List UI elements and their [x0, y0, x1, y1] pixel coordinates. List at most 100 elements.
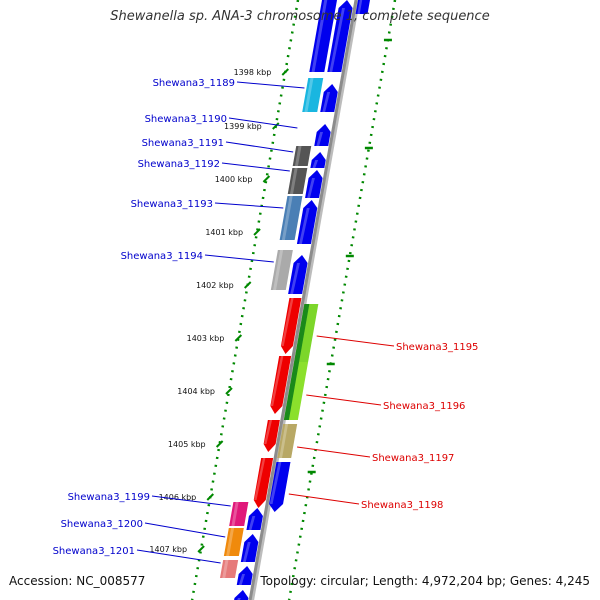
forward-gene-blue — [310, 152, 326, 168]
gene-Shewana3_1192-shine — [290, 168, 298, 194]
gene-leader-line — [306, 394, 382, 406]
gene-leader-line — [151, 495, 231, 507]
upper-right-gene-shine — [357, 0, 363, 14]
gene-Shewana3_1192 — [287, 168, 308, 194]
kbp-label: 1403 kbp — [187, 334, 225, 343]
kbp-tick — [253, 228, 261, 236]
gene-label-left: Shewana3_1200 — [61, 519, 143, 530]
kbp-label: 1407 kbp — [149, 545, 187, 554]
gene-leader-line — [144, 522, 226, 538]
kbp-tick — [206, 493, 214, 501]
gene-leader-line — [225, 141, 294, 153]
kbp-label: 1406 kbp — [159, 493, 197, 502]
accession-text: Accession: NC_008577 — [9, 574, 146, 588]
gene-Shewana3_1200 — [223, 528, 244, 556]
kbp-tick — [225, 387, 233, 395]
gene-Shewana3_1201-shine — [222, 560, 229, 578]
kbp-label: 1399 kbp — [224, 122, 262, 131]
gene-Shewana3_1189 — [302, 78, 324, 112]
gene-Shewana3_1200-shine — [226, 528, 235, 556]
forward-gene-blue-shine — [238, 574, 246, 585]
forward-gene-blue — [320, 84, 338, 112]
forward-gene-blue-shine — [312, 160, 319, 168]
gene-label-left: Shewana3_1192 — [138, 159, 220, 170]
kbp-label: 1401 kbp — [205, 228, 243, 237]
map-title: Shewanella sp. ANA-3 chromosome 1, compl… — [110, 9, 490, 24]
gene-Shewana3_1198-shine — [269, 462, 282, 504]
gene-label-left: Shewana3_1191 — [142, 138, 224, 149]
forward-gene-blue — [240, 534, 259, 562]
reverse-gene-red-shine — [264, 420, 273, 444]
kbp-label: 1404 kbp — [177, 387, 215, 396]
gene-leader-line — [221, 162, 290, 172]
kbp-tick — [281, 68, 289, 76]
reverse-gene-red-shine — [270, 356, 284, 406]
reverse-gene-red — [263, 420, 280, 452]
forward-gene-blue — [234, 590, 249, 600]
gene-Shewana3_1198 — [269, 462, 291, 512]
gene-label-left: Shewana3_1201 — [53, 546, 135, 557]
right-ruler — [287, 0, 397, 600]
forward-gene-blue-shine — [307, 178, 315, 198]
forward-gene-blue-shine — [248, 516, 256, 530]
gene-label-left: Shewana3_1194 — [121, 251, 203, 262]
forward-gene-blue-shine — [329, 8, 345, 72]
reverse-gene-red — [270, 356, 292, 414]
gene-leader-line — [136, 549, 221, 564]
gene-leader-line — [214, 202, 284, 209]
kbp-tick — [197, 545, 205, 553]
reverse-gene-red — [280, 298, 302, 354]
gene-Shewana3_1197 — [277, 424, 298, 458]
gene-Shewana3_1189-shine — [304, 78, 314, 112]
gene-Shewana3_1197-shine — [279, 424, 289, 458]
gene-Shewana3_1191 — [292, 146, 312, 166]
upper-left-gene-shine — [311, 0, 328, 72]
topology-text: Topology: circular; Length: 4,972,204 bp… — [260, 574, 590, 588]
gene-label-right: Shewana3_1195 — [396, 342, 478, 353]
reverse-gene-red — [253, 458, 274, 508]
gene-label-left: Shewana3_1190 — [145, 114, 227, 125]
forward-gene-blue — [246, 508, 263, 530]
gene-Shewana3_1201 — [219, 560, 239, 578]
forward-gene-blue — [305, 170, 323, 198]
gene-label-left: Shewana3_1193 — [131, 199, 213, 210]
backbone — [248, 0, 358, 600]
forward-gene-blue-shine — [290, 263, 300, 294]
gene-Shewana3_1194-shine — [273, 250, 284, 290]
kbp-tick — [262, 175, 271, 183]
gene-Shewana3_1196-dark — [283, 362, 300, 420]
reverse-gene-red-shine — [254, 458, 266, 500]
gene-label-right: Shewana3_1198 — [361, 500, 443, 511]
forward-gene-blue-shine — [316, 132, 324, 146]
kbp-label: 1405 kbp — [168, 440, 206, 449]
gene-leader-line — [228, 117, 298, 129]
gene-Shewana3_1193-shine — [281, 196, 293, 240]
gene-leader-line — [204, 254, 274, 263]
gene-leader-line — [297, 446, 371, 458]
forward-gene-blue — [314, 124, 331, 146]
gene-Shewana3_1199-shine — [231, 502, 239, 526]
gene-leader-line — [236, 81, 305, 89]
forward-gene-blue — [296, 200, 318, 244]
gene-leader-line — [316, 335, 395, 347]
gene-Shewana3_1194 — [270, 250, 293, 290]
kbp-tick — [234, 334, 243, 342]
forward-gene-blue-shine — [242, 542, 251, 562]
gene-Shewana3_1193 — [279, 196, 303, 240]
gene-Shewana3_1199 — [229, 502, 249, 526]
kbp-tick — [215, 440, 224, 448]
gene-Shewana3_1191-shine — [294, 146, 302, 166]
kbp-label: 1400 kbp — [215, 175, 253, 184]
kbp-tick — [243, 281, 252, 289]
gene-label-right: Shewana3_1197 — [372, 453, 454, 464]
forward-gene-blue-shine — [299, 208, 310, 244]
reverse-gene-red-shine — [281, 298, 294, 346]
gene-label-left: Shewana3_1189 — [153, 78, 235, 89]
forward-gene-blue-shine — [322, 92, 331, 112]
kbp-tick — [272, 122, 280, 130]
forward-gene-blue — [288, 255, 308, 294]
gene-Shewana3_1195-dark — [294, 304, 310, 362]
forward-gene-blue — [327, 0, 353, 72]
kbp-label: 1398 kbp — [234, 68, 272, 77]
